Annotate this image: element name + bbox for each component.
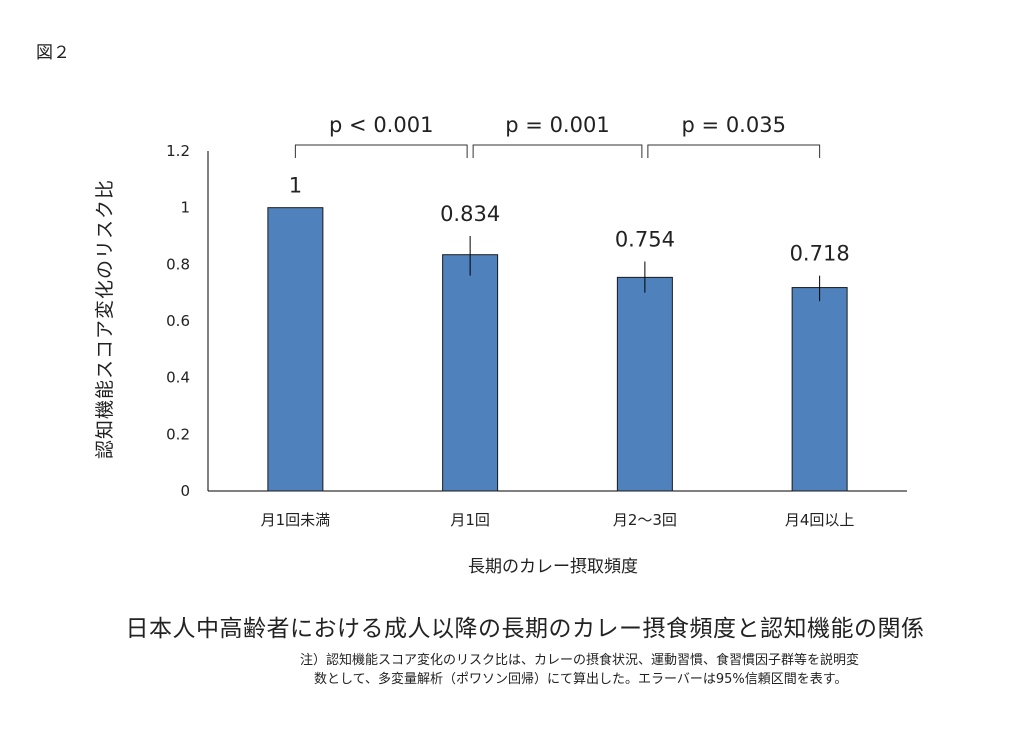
figure-caption: 日本人中高齢者における成人以降の長期のカレー摂食頻度と認知機能の関係 <box>125 616 925 642</box>
y-tick-label: 0.8 <box>166 255 190 273</box>
significance-bracket <box>647 144 821 158</box>
axes <box>207 151 907 492</box>
bars <box>267 207 848 492</box>
data-labels: 1 0.834 0.754 0.718 <box>289 174 850 266</box>
bar <box>616 276 673 492</box>
x-tick-label: 月1回 <box>450 511 490 529</box>
y-tick-label: 1.2 <box>166 142 190 160</box>
x-tick-label: 月4回以上 <box>785 511 855 529</box>
data-label: 1 <box>289 174 302 198</box>
significance-bracket <box>472 144 643 158</box>
p-value-label: p = 0.035 <box>682 113 786 137</box>
significance-bracket <box>294 144 468 158</box>
y-tick-label: 0.4 <box>166 369 190 387</box>
footnote-line-2: 数として、多変量解析（ポワソン回帰）にて算出した。エラーバーは95%信頼区間を表… <box>314 672 848 687</box>
bar <box>442 254 499 492</box>
x-tick-label: 月1回未満 <box>261 511 331 529</box>
figure-label: 図２ <box>36 43 70 63</box>
x-axis-label: 長期のカレー摂取頻度 <box>468 557 638 577</box>
bar <box>791 287 848 492</box>
data-label: 0.754 <box>615 228 675 252</box>
error-bars <box>469 236 821 302</box>
significance-brackets: p < 0.001 p = 0.001 p = 0.035 <box>294 113 821 158</box>
p-value-label: p < 0.001 <box>329 113 433 137</box>
data-label: 0.834 <box>440 202 500 226</box>
footnote: 注）認知機能スコア変化のリスク比は、カレーの摂食状況、運動習慣、食習慣因子群等を… <box>300 651 990 689</box>
x-tick-label: 月2〜3回 <box>613 511 677 529</box>
y-tick-label: 1 <box>180 199 190 217</box>
data-label: 0.718 <box>790 242 850 266</box>
y-tick-label: 0.6 <box>166 312 190 330</box>
y-tick-label: 0 <box>180 482 190 500</box>
p-value-label: p = 0.001 <box>505 113 609 137</box>
bar <box>267 207 324 492</box>
y-tick-labels: 0 0.2 0.4 0.6 0.8 1 1.2 <box>166 142 190 500</box>
footnote-line-1: 注）認知機能スコア変化のリスク比は、カレーの摂食状況、運動習慣、食習慣因子群等を… <box>300 653 860 668</box>
x-tick-labels: 月1回未満 月1回 月2〜3回 月4回以上 <box>261 511 855 529</box>
y-axis-label: 認知機能スコア変化のリスク比 <box>94 179 116 460</box>
y-tick-label: 0.2 <box>166 425 190 443</box>
